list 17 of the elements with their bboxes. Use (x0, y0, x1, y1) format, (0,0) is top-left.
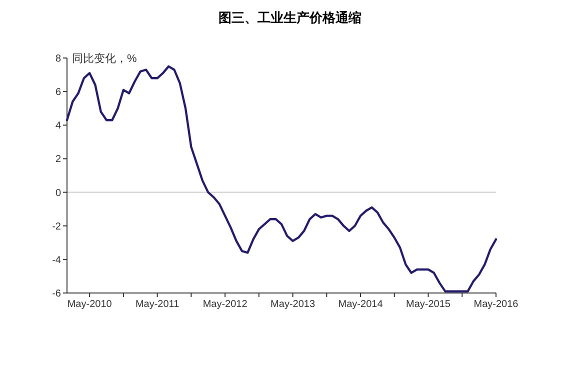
chart-title: 图三、工业生产价格通缩 (218, 10, 362, 25)
y-tick-label: 0 (55, 188, 62, 199)
x-tick-label: May-2016 (474, 299, 519, 310)
y-tick-label: -4 (52, 254, 62, 266)
y-tick-label: 8 (55, 54, 62, 64)
y-tick-label: 4 (55, 120, 62, 132)
x-tick-label: May-2010 (67, 299, 112, 310)
x-tick-label: May-2011 (135, 299, 180, 310)
y-tick-label: -2 (52, 221, 62, 232)
y-tick-label: 6 (55, 87, 62, 98)
y-axis-title: 同比变化，% (72, 52, 137, 65)
x-tick-label: May-2014 (338, 299, 384, 310)
x-tick-label: May-2012 (202, 299, 248, 310)
y-tick-label: 2 (55, 154, 62, 166)
x-tick-label: May-2015 (406, 299, 451, 310)
y-tick-label: -6 (52, 288, 62, 300)
x-tick-label: May-2013 (270, 299, 316, 310)
